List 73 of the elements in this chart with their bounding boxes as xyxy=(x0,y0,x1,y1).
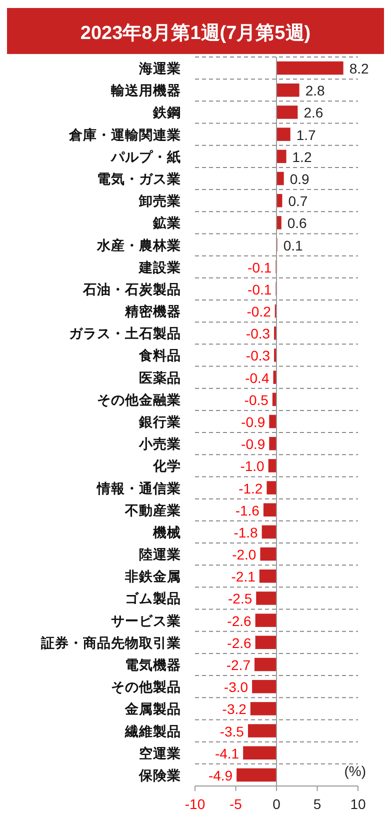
data-label: -4.1 xyxy=(214,745,240,762)
data-label: -1.6 xyxy=(235,502,260,518)
y-tick-label: 小売業 xyxy=(138,436,181,452)
y-tick-label: その他金融業 xyxy=(97,392,181,408)
y-tick-label: 石油・石炭製品 xyxy=(82,282,181,297)
data-label: 0.1 xyxy=(283,237,303,254)
y-tick-label: 陸運業 xyxy=(139,547,181,562)
y-tick-label: その他製品 xyxy=(111,680,181,695)
data-label: 0.7 xyxy=(288,193,308,210)
y-tick-label: 建設業 xyxy=(138,260,181,275)
y-tick-label: ガラス・土石製品 xyxy=(69,326,181,342)
data-label: 8.2 xyxy=(349,60,370,77)
x-tick-label: -10 xyxy=(184,796,206,812)
data-label: 1.7 xyxy=(296,126,316,143)
data-label: -0.1 xyxy=(248,259,272,276)
data-label: 0.9 xyxy=(290,171,310,187)
data-label: -2.7 xyxy=(226,657,251,673)
data-label: 2.8 xyxy=(305,82,325,99)
data-label: -3.5 xyxy=(220,723,244,740)
data-label: -2.1 xyxy=(231,568,256,585)
data-label: -2.0 xyxy=(232,546,256,563)
y-tick-label: 空運業 xyxy=(139,744,181,761)
x-tick-label: -5 xyxy=(230,796,242,812)
y-tick-label: 水産・農林業 xyxy=(96,236,181,253)
data-label: -1.0 xyxy=(240,458,265,474)
y-tick-label: 繊維製品 xyxy=(124,724,181,739)
data-label: -2.5 xyxy=(228,590,252,607)
x-tick-label: 5 xyxy=(313,796,322,812)
data-label: -1.8 xyxy=(234,524,258,540)
y-tick-label: 銀行業 xyxy=(138,414,181,430)
y-tick-label: 医薬品 xyxy=(139,370,181,386)
annotation: (%) xyxy=(344,763,366,779)
x-tick-label: 10 xyxy=(350,796,366,812)
y-tick-label: 化学 xyxy=(152,458,181,474)
y-tick-label: サービス業 xyxy=(111,613,181,628)
x-tick-label: 0 xyxy=(272,796,281,812)
y-tick-label: パルプ・紙 xyxy=(110,148,181,164)
data-label: -2.6 xyxy=(227,634,252,651)
data-label: -4.9 xyxy=(208,767,233,784)
data-label: -0.9 xyxy=(241,436,266,452)
y-tick-label: 非鉄金属 xyxy=(124,569,181,584)
data-label: -0.3 xyxy=(246,348,270,364)
y-tick-label: 情報・通信業 xyxy=(96,480,181,496)
data-label: 1.2 xyxy=(292,148,312,165)
y-tick-label: 精密機器 xyxy=(124,303,181,320)
data-label: -3.0 xyxy=(224,679,248,696)
y-tick-label: 倉庫・運輸関連業 xyxy=(68,126,181,142)
data-label: 0.6 xyxy=(287,215,308,232)
data-label: -2.6 xyxy=(227,612,252,629)
y-tick-label: 海運業 xyxy=(138,61,181,76)
y-tick-label: 輸送用機器 xyxy=(110,83,181,98)
y-tick-label: 電気機器 xyxy=(125,658,181,672)
data-label: 2.6 xyxy=(304,104,324,121)
y-tick-label: 電気・ガス業 xyxy=(97,172,181,186)
data-label: -3.2 xyxy=(222,701,247,718)
data-label: -0.3 xyxy=(246,326,270,342)
data-label: -0.1 xyxy=(248,281,272,298)
y-tick-label: 卸売業 xyxy=(138,194,181,209)
y-tick-label: 食料品 xyxy=(138,348,181,364)
y-tick-label: 金属製品 xyxy=(124,702,181,717)
y-tick-label: 鉱業 xyxy=(152,214,181,231)
data-label: -0.2 xyxy=(246,304,272,320)
y-tick-label: 証券・商品先物取引業 xyxy=(40,634,181,650)
y-tick-label: ゴム製品 xyxy=(125,591,181,606)
y-tick-label: 機械 xyxy=(152,524,181,540)
y-tick-label: 鉄鋼 xyxy=(152,105,181,120)
chart-title: 2023年8月第1週(7月第5週) xyxy=(80,23,311,44)
data-label: -1.2 xyxy=(238,480,263,496)
y-tick-label: 不動産業 xyxy=(124,502,181,518)
data-label: -0.5 xyxy=(244,392,269,408)
data-label: -0.4 xyxy=(245,370,270,386)
data-label: -0.9 xyxy=(241,414,266,430)
y-tick-label: 保険業 xyxy=(138,768,181,783)
